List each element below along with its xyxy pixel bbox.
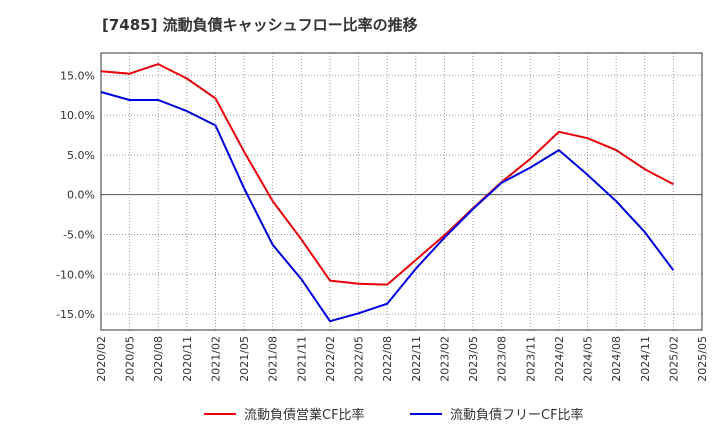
x-tick-label: 2025/05 bbox=[696, 336, 709, 382]
y-tick-label: -15.0% bbox=[56, 308, 95, 321]
x-tick-label: 2020/05 bbox=[124, 336, 137, 382]
x-tick-label: 2022/11 bbox=[410, 336, 423, 382]
chart-title: [7485] 流動負債キャッシュフロー比率の推移 bbox=[102, 16, 418, 34]
legend-label-2: 流動負債フリーCF比率 bbox=[450, 407, 584, 423]
y-tick-label: 10.0% bbox=[60, 109, 95, 122]
x-tick-label: 2020/11 bbox=[181, 336, 194, 382]
x-tick-label: 2023/02 bbox=[438, 336, 451, 382]
x-tick-label: 2022/05 bbox=[353, 336, 366, 382]
x-tick-label: 2024/02 bbox=[553, 336, 566, 382]
plot-area bbox=[101, 53, 702, 330]
x-tick-label: 2024/05 bbox=[582, 336, 595, 382]
x-tick-label: 2022/08 bbox=[381, 336, 394, 382]
x-tick-label: 2025/02 bbox=[667, 336, 680, 382]
x-tick-label: 2022/02 bbox=[324, 336, 337, 382]
y-tick-label: 5.0% bbox=[67, 149, 95, 162]
x-tick-label: 2021/08 bbox=[267, 336, 280, 382]
x-tick-label: 2021/02 bbox=[209, 336, 222, 382]
y-tick-label: -5.0% bbox=[63, 228, 95, 241]
x-tick-label: 2020/08 bbox=[152, 336, 165, 382]
y-tick-label: -10.0% bbox=[56, 268, 95, 281]
series-line-1 bbox=[100, 63, 674, 286]
x-tick-label: 2024/11 bbox=[639, 336, 652, 382]
y-tick-label: 0.0% bbox=[67, 189, 95, 202]
x-tick-label: 2023/08 bbox=[496, 336, 509, 382]
x-tick-label: 2023/05 bbox=[467, 336, 480, 382]
x-tick-label: 2024/08 bbox=[610, 336, 623, 382]
x-tick-label: 2021/11 bbox=[295, 336, 308, 382]
y-tick-label: 15.0% bbox=[60, 69, 95, 82]
x-tick-label: 2020/02 bbox=[95, 336, 108, 382]
series-line-2 bbox=[100, 91, 675, 323]
x-tick-label: 2023/11 bbox=[524, 336, 537, 382]
plot-frame bbox=[100, 52, 703, 331]
x-tick-label: 2021/05 bbox=[238, 336, 251, 382]
legend-label-1: 流動負債営業CF比率 bbox=[244, 407, 365, 423]
